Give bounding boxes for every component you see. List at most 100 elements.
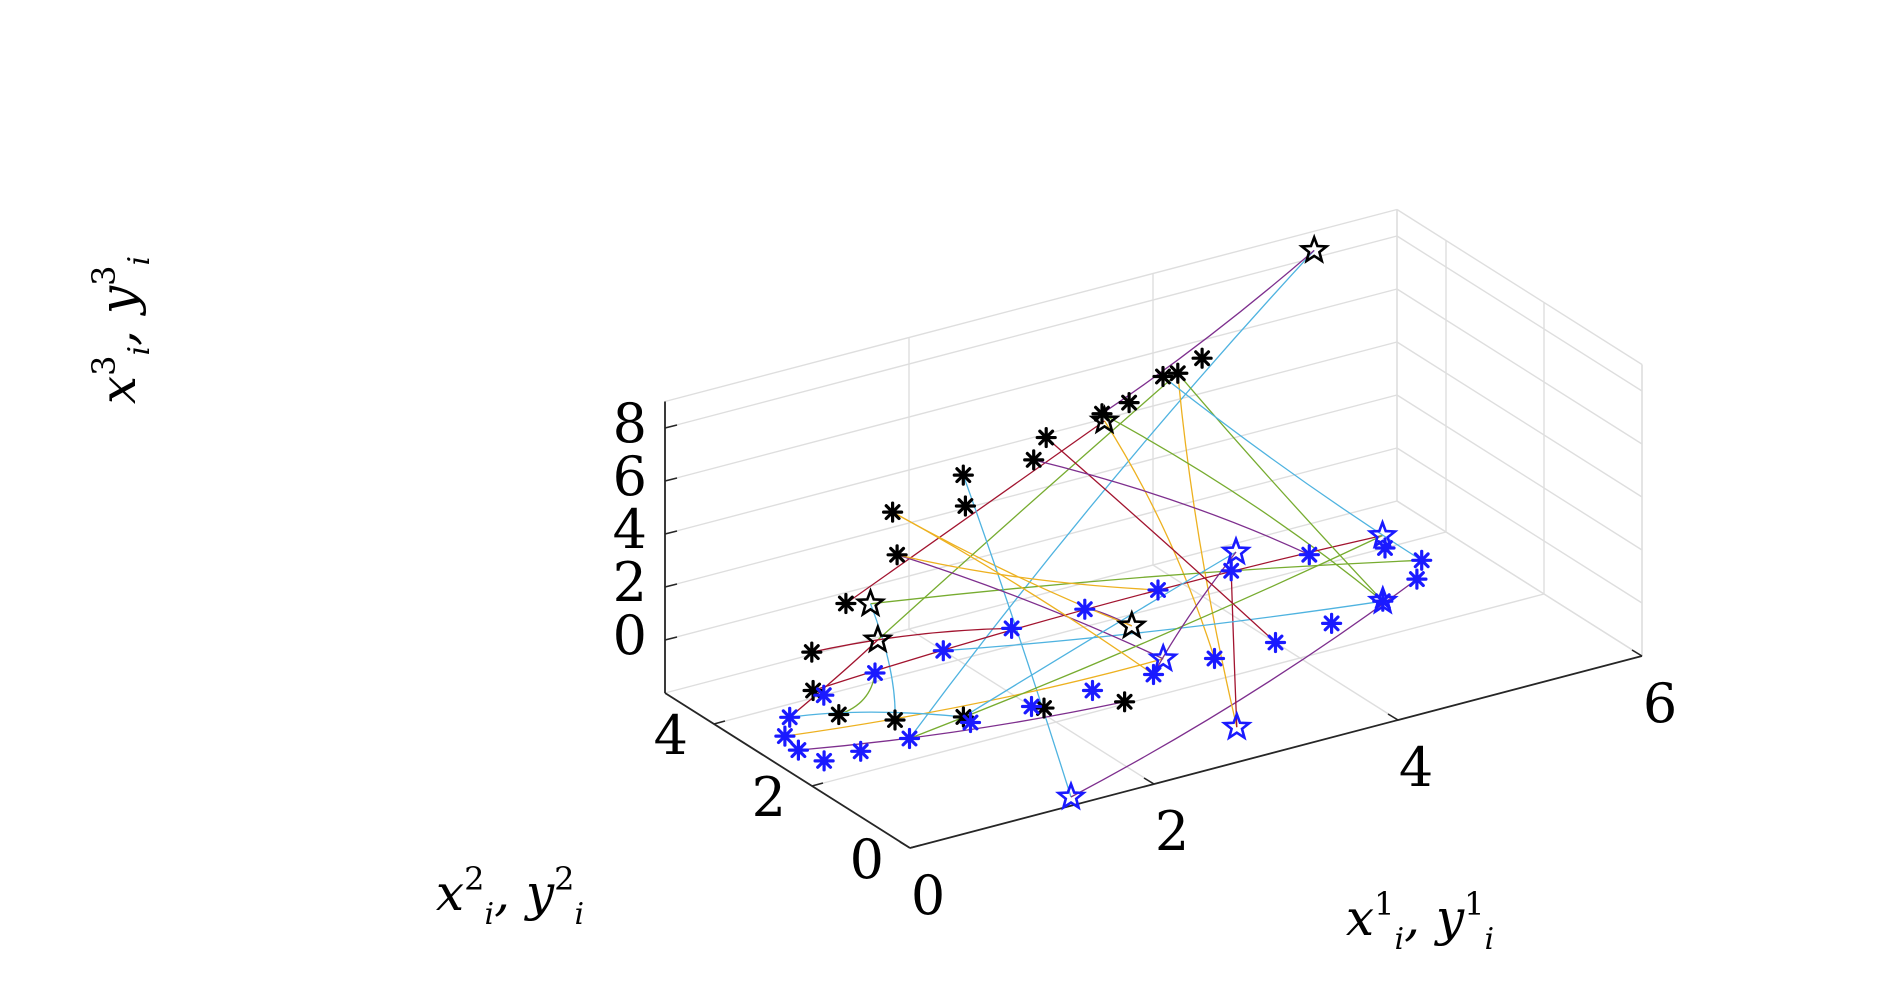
asterisk-marker [1167, 362, 1189, 384]
star-marker [1220, 710, 1253, 741]
box-edge [664, 500, 1398, 694]
asterisk-marker [952, 464, 974, 486]
asterisk-marker [1023, 449, 1045, 471]
x-axis-line [909, 655, 1643, 849]
trajectory-line [798, 701, 1125, 751]
asterisk-marker [884, 709, 906, 731]
asterisk-marker [1191, 347, 1213, 369]
trajectory-line [896, 554, 1164, 660]
asterisk-marker [881, 501, 904, 523]
trajectory-line [845, 420, 1105, 605]
grid-line [1396, 447, 1643, 604]
grid-line [664, 394, 1398, 588]
trajectory-line [811, 627, 1012, 653]
trajectory-line [1152, 551, 1237, 675]
asterisk-marker [1035, 426, 1057, 449]
asterisk-marker [787, 739, 810, 761]
asterisk-marker [779, 706, 801, 728]
grid-line [664, 341, 1398, 535]
asterisk-marker [1298, 544, 1320, 566]
asterisk-marker [1033, 697, 1055, 719]
trajectory-line [963, 551, 1237, 718]
trajectory-line [784, 658, 1164, 737]
star-marker [1055, 780, 1087, 811]
x-tick [1631, 649, 1643, 657]
asterisk-marker [1074, 598, 1096, 620]
star-marker [854, 587, 887, 618]
trajectory-line [1177, 373, 1238, 728]
trajectory-line [877, 372, 1179, 641]
trajectory-line [1045, 437, 1276, 643]
axis-label-layer: x1i, y1i x2i, y2i x3i, y3i [85, 256, 1494, 957]
y-tick [713, 720, 726, 725]
box-edge [1396, 208, 1643, 366]
asterisk-marker [828, 703, 850, 726]
asterisk-marker [1000, 617, 1023, 640]
y-tick-label: 0 [850, 828, 884, 891]
y-axis-label: x2i, y2i [436, 860, 584, 932]
asterisk-marker [813, 750, 835, 772]
z-tick [664, 636, 678, 641]
z-tick [664, 424, 678, 429]
grid-line [664, 288, 1398, 482]
trajectory-line [1033, 459, 1310, 556]
asterisk-marker [1406, 568, 1428, 590]
trajectory-line [909, 534, 1383, 740]
asterisk-marker [813, 684, 835, 706]
y-tick [811, 782, 824, 787]
asterisk-marker [1081, 679, 1104, 702]
x-tick-label: 6 [1643, 672, 1677, 735]
z-axis-label: x3i, y3i [85, 256, 157, 404]
star-marker [1147, 642, 1180, 673]
trajectory-line [1101, 249, 1315, 415]
box-edge [664, 208, 1398, 403]
trajectory-layer [784, 249, 1423, 798]
y-tick-label: 4 [654, 704, 688, 767]
grid-line [1396, 288, 1643, 445]
star-marker [1298, 233, 1331, 264]
asterisk-marker [886, 544, 908, 566]
asterisk-marker [1320, 612, 1343, 635]
x-tick [899, 841, 911, 849]
z-tick-label: 6 [613, 445, 647, 508]
asterisk-marker [932, 640, 954, 662]
grid-line [664, 235, 1398, 429]
star-marker [1366, 584, 1399, 615]
asterisk-marker [1142, 663, 1165, 686]
x-tick [1143, 777, 1155, 785]
asterisk-marker [1020, 695, 1043, 718]
trajectory-line [962, 474, 1072, 798]
star-marker [861, 623, 894, 654]
asterisk-marker [1113, 691, 1136, 713]
trajectory-line [1230, 570, 1238, 728]
grid-line [1396, 235, 1643, 392]
star-marker [1088, 404, 1121, 435]
asterisk-marker [1411, 549, 1433, 571]
y-tick-label: 2 [752, 766, 786, 829]
trajectory-line [892, 511, 1154, 676]
grid-line [1396, 341, 1643, 498]
trajectory-line [870, 559, 1422, 605]
axis-layer [664, 401, 1643, 849]
x-tick-label: 0 [911, 864, 945, 927]
asterisk-marker [801, 641, 823, 663]
star-marker [1115, 609, 1148, 640]
asterisk-marker [1264, 631, 1287, 654]
asterisk-marker [864, 662, 886, 684]
x-tick [1387, 713, 1399, 721]
x-axis-label: x1i, y1i [1346, 885, 1494, 957]
trajectory-line [896, 554, 1159, 591]
asterisk-marker [850, 740, 872, 762]
asterisk-marker [898, 727, 921, 750]
z-tick [664, 530, 678, 535]
trajectory-line [789, 711, 964, 718]
z-tick [664, 477, 678, 482]
asterisk-marker [954, 495, 977, 517]
z-tick-label: 8 [613, 392, 647, 455]
trajectory-line [892, 511, 1133, 627]
trajectory-line [1070, 578, 1418, 798]
asterisk-marker [1220, 560, 1242, 582]
z-tick-label: 2 [613, 551, 647, 614]
